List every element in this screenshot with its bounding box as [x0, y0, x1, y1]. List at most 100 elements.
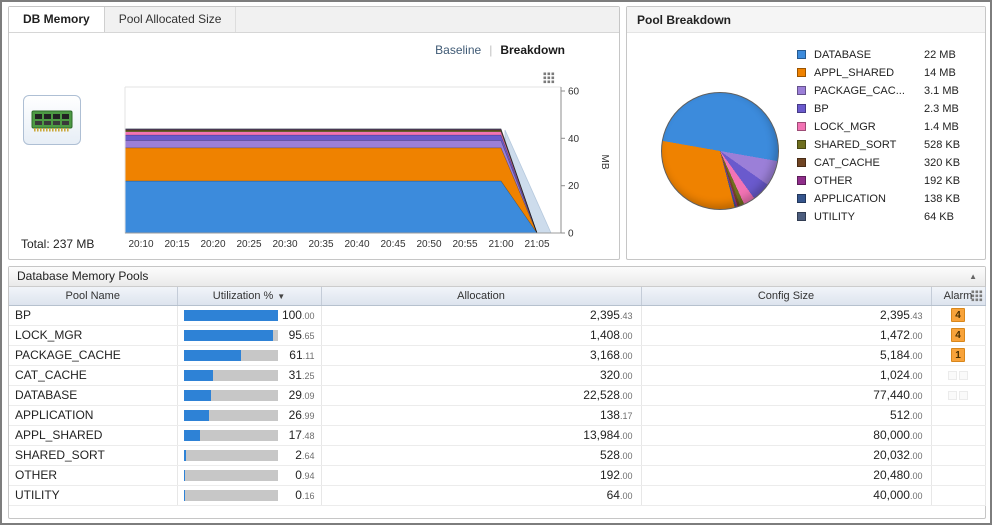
- pool-name-cell: SHARED_SORT: [9, 445, 178, 466]
- pool-name-cell: CAT_CACHE: [9, 365, 178, 386]
- legend-value: 14 MB: [924, 66, 956, 79]
- alarm-cell: [931, 425, 986, 446]
- utilization-cell: 17.48: [177, 425, 322, 446]
- utilization-cell: 31.25: [177, 365, 322, 386]
- legend-label: CAT_CACHE: [814, 156, 880, 169]
- legend-value: 320 KB: [924, 156, 961, 169]
- svg-text:21:00: 21:00: [488, 239, 513, 250]
- alarm-cell-content: [932, 370, 985, 380]
- utilization-value: 95.65: [288, 328, 315, 342]
- database-memory-pools-panel: Database Memory Pools ▲ Pool Name Utiliza…: [8, 266, 986, 519]
- view-toggle-separator: |: [489, 43, 493, 57]
- utilization-value: 0.94: [295, 468, 315, 482]
- column-header-alarm[interactable]: Alarm: [931, 287, 986, 306]
- breakdown-option[interactable]: Breakdown: [500, 43, 565, 57]
- legend-value: 22 MB: [924, 48, 956, 61]
- config-size-value: 1,472.00: [641, 325, 932, 346]
- svg-text:20:10: 20:10: [128, 239, 153, 250]
- allocation-value: 138.17: [321, 405, 642, 426]
- legend-label: DATABASE: [814, 48, 872, 61]
- legend-label: APPLICATION: [814, 192, 886, 205]
- y-axis-label: MB: [599, 155, 610, 170]
- config-size-value: 80,000.00: [641, 425, 932, 446]
- table-row-other[interactable]: OTHER 0.94 192.00 20,480.00: [9, 465, 986, 486]
- legend-swatch: [797, 212, 806, 221]
- utilization-value: 0.16: [295, 488, 315, 502]
- baseline-option[interactable]: Baseline: [435, 43, 482, 57]
- legend-item-appl-shared: APPL_SHARED 14 MB: [797, 66, 979, 79]
- column-header-pool-name[interactable]: Pool Name: [9, 287, 178, 306]
- legend-label: UTILITY: [814, 210, 855, 223]
- tab-pool-allocated-size[interactable]: Pool Allocated Size: [105, 7, 237, 32]
- collapse-icon[interactable]: ▲: [969, 272, 977, 281]
- alarm-cell: [931, 485, 986, 506]
- utilization-bar: 0.16: [178, 488, 321, 502]
- legend-value: 138 KB: [924, 192, 961, 205]
- allocation-value: 320.00: [321, 365, 642, 386]
- empty-alarm-slot: [948, 390, 957, 400]
- allocation-value: 22,528.00: [321, 385, 642, 406]
- utilization-bar-fill: [183, 389, 211, 401]
- utilization-value: 100.00: [281, 308, 315, 322]
- utilization-value: 17.48: [288, 428, 315, 442]
- utilization-bar: 0.94: [178, 468, 321, 482]
- legend-label: LOCK_MGR: [814, 120, 876, 133]
- utilization-value: 2.64: [295, 448, 315, 462]
- warning-alarm-badge[interactable]: 1: [951, 348, 965, 362]
- alarm-cell-content: 4: [932, 328, 985, 342]
- table-row-bp[interactable]: BP 100.00 2,395.43 2,395.43 4: [9, 305, 986, 326]
- allocation-value: 13,984.00: [321, 425, 642, 446]
- view-toggle: Baseline | Breakdown: [435, 43, 565, 57]
- alarm-cell-content: 1: [932, 348, 985, 362]
- legend-item-other: OTHER 192 KB: [797, 175, 979, 187]
- utilization-bar-track: [183, 369, 278, 381]
- memory-panel-tab-bar: DB Memory Pool Allocated Size: [9, 7, 619, 33]
- config-size-value: 1,024.00: [641, 365, 932, 386]
- table-panel-title: Database Memory Pools: [17, 269, 149, 283]
- allocation-value: 192.00: [321, 465, 642, 486]
- table-row-cat-cache[interactable]: CAT_CACHE 31.25 320.00 1,024.00: [9, 365, 986, 386]
- pool-breakdown-pie: [661, 92, 779, 210]
- pool-breakdown-title: Pool Breakdown: [627, 7, 985, 33]
- chart-options-icon[interactable]: [543, 71, 555, 84]
- tab-db-memory[interactable]: DB Memory: [9, 7, 105, 32]
- pool-allocated-size-chart: 0 20 40 60 MB 20:10 20:15 20:20 20:25 20:30 20:35 2…: [124, 86, 610, 250]
- pool-name-cell: OTHER: [9, 465, 178, 486]
- legend-item-application: APPLICATION 138 KB: [797, 192, 979, 205]
- utilization-cell: 100.00: [177, 305, 322, 326]
- legend-swatch: [797, 122, 806, 131]
- legend-item-lock-mgr: LOCK_MGR 1.4 MB: [797, 120, 979, 133]
- legend-item-bp: BP 2.3 MB: [797, 103, 979, 115]
- config-size-value: 2,395.43: [641, 305, 932, 326]
- legend-swatch: [797, 176, 806, 185]
- alarm-cell-content: [932, 390, 985, 400]
- table-row-lock-mgr[interactable]: LOCK_MGR 95.65 1,408.00 1,472.00 4: [9, 325, 986, 346]
- utilization-value: 26.99: [288, 408, 315, 422]
- column-header-label: Pool Name: [65, 289, 120, 302]
- db-memory-panel: DB Memory Pool Allocated Size Baseline | B…: [8, 6, 620, 260]
- utilization-bar-track: [183, 329, 278, 341]
- table-row-application[interactable]: APPLICATION 26.99 138.17 512.00: [9, 405, 986, 426]
- column-header-config-size[interactable]: Config Size: [641, 287, 932, 306]
- svg-text:20:20: 20:20: [200, 239, 225, 250]
- utilization-cell: 29.09: [177, 385, 322, 406]
- warning-alarm-badge[interactable]: 4: [951, 328, 965, 342]
- table-row-utility[interactable]: UTILITY 0.16 64.00 40,000.00: [9, 485, 986, 506]
- table-row-appl-shared[interactable]: APPL_SHARED 17.48 13,984.00 80,000.00: [9, 425, 986, 446]
- alarm-cell: [931, 445, 986, 466]
- table-row-shared-sort[interactable]: SHARED_SORT 2.64 528.00 20,032.00: [9, 445, 986, 466]
- legend-swatch: [797, 68, 806, 77]
- table-row-database[interactable]: DATABASE 29.09 22,528.00 77,440.00: [9, 385, 986, 406]
- column-header-utilization[interactable]: Utilization % ▼: [177, 287, 322, 306]
- pool-name-cell: LOCK_MGR: [9, 325, 178, 346]
- warning-alarm-badge[interactable]: 4: [951, 308, 965, 322]
- utilization-cell: 0.94: [177, 465, 322, 486]
- pool-name-cell: BP: [9, 305, 178, 326]
- utilization-bar-track: [183, 389, 278, 401]
- table-row-package-cache[interactable]: PACKAGE_CACHE 61.11 3,168.00 5,184.00 1: [9, 345, 986, 366]
- column-header-label: Allocation: [457, 289, 505, 302]
- pool-name-cell: DATABASE: [9, 385, 178, 406]
- legend-swatch: [797, 194, 806, 203]
- column-customizer-icon[interactable]: [971, 290, 983, 305]
- column-header-allocation[interactable]: Allocation: [321, 287, 642, 306]
